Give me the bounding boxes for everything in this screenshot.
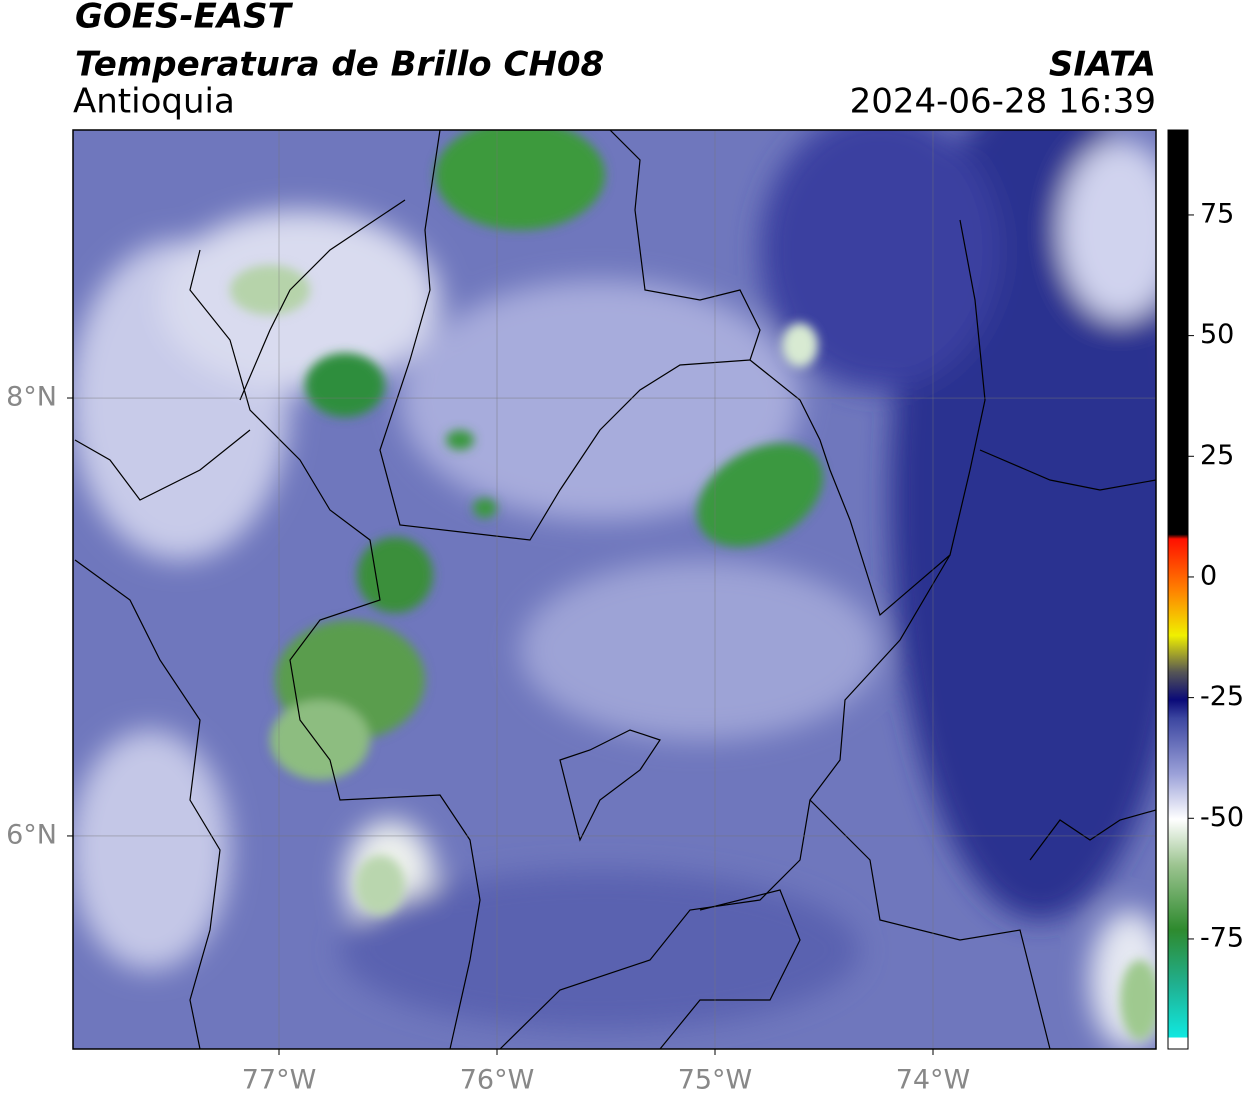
datetime-label: 2024-06-28 16:39 [850, 82, 1156, 122]
product-title: Temperatura de Brillo CH08 [75, 45, 604, 85]
colorbar-tick-label: -50 [1200, 802, 1244, 833]
colorbar-tick-label: 50 [1200, 319, 1234, 350]
colorbar-tick-label: 25 [1200, 440, 1234, 471]
colorbar-tick-label: 0 [1200, 560, 1217, 591]
colorbar-tick-label: -25 [1200, 681, 1244, 712]
region-label: Antioquia [73, 82, 235, 122]
colorbar-tick-label: 75 [1200, 198, 1234, 229]
source-label: SIATA [1049, 45, 1156, 85]
y-tick-label: 8°N [6, 382, 57, 413]
y-tick-label: 6°N [6, 819, 57, 850]
x-tick-label: 74°W [896, 1065, 971, 1096]
colorbar [1167, 129, 1189, 1050]
grid [73, 130, 1156, 1049]
x-tick-label: 76°W [460, 1065, 535, 1096]
x-tick-label: 75°W [678, 1065, 753, 1096]
colorbar-tick-label: -75 [1200, 922, 1244, 953]
satellite-title: GOES-EAST [75, 0, 294, 37]
map-frame [72, 129, 1157, 1050]
x-tick-label: 77°W [242, 1065, 317, 1096]
map-image [73, 130, 1156, 1049]
